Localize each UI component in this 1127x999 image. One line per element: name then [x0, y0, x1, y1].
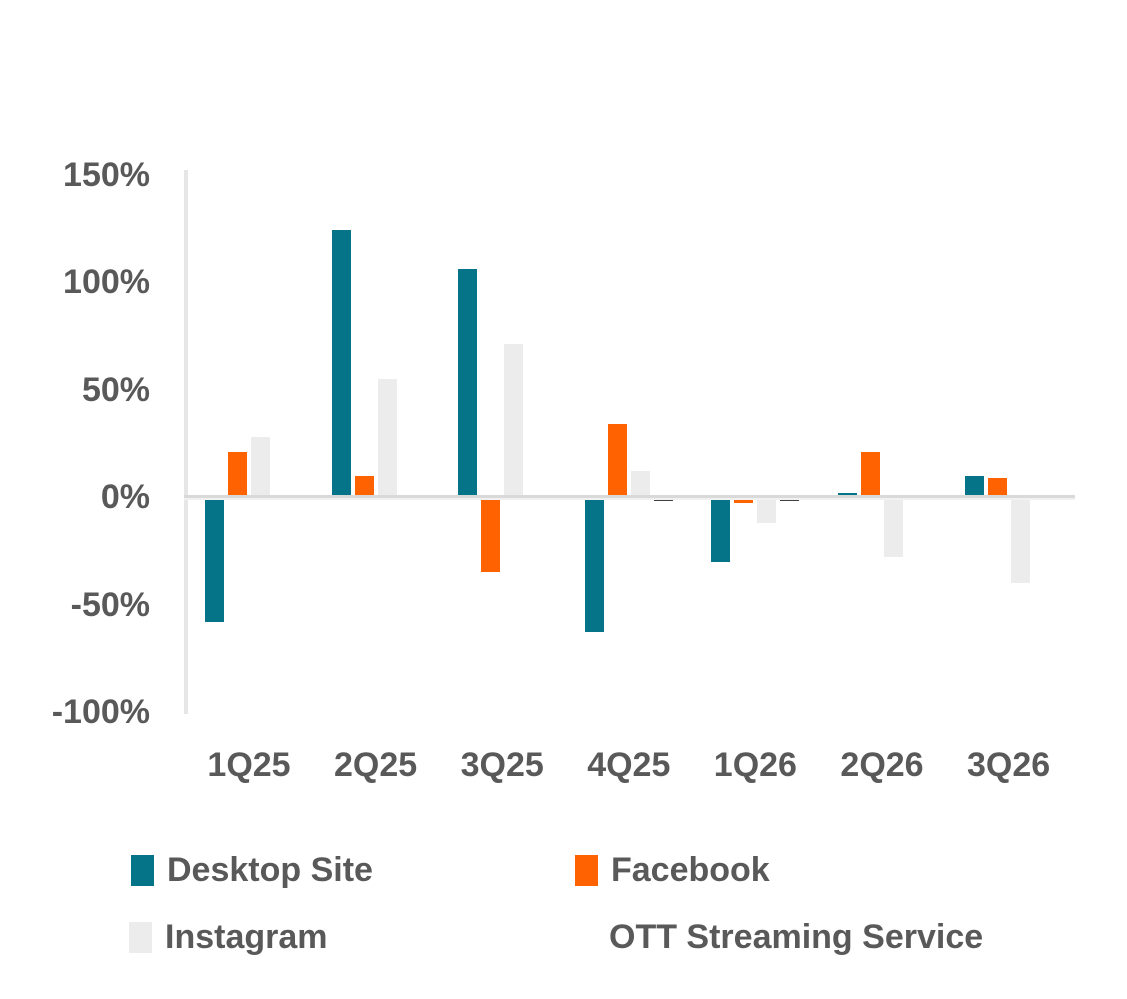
bar-instagram-1q25 — [251, 436, 270, 497]
bar-desktop-site-2q25 — [331, 230, 351, 497]
x-axis-label: 3Q26 — [967, 746, 1051, 784]
x-axis-zero-line-shadow — [184, 498, 1075, 500]
y-axis-label: -50% — [70, 585, 150, 624]
bar-instagram-3q26 — [1010, 497, 1030, 583]
bar-desktop-site-1q25 — [205, 497, 224, 622]
y-axis-label: 50% — [81, 370, 150, 409]
x-axis-label: 2Q26 — [840, 746, 924, 784]
bar-instagram-2q26 — [884, 497, 903, 558]
legend-swatch-instagram — [129, 921, 152, 953]
x-axis-label: 1Q25 — [207, 746, 291, 784]
bar-facebook-3q25 — [481, 497, 501, 573]
bar-facebook-1q25 — [228, 451, 247, 497]
legend-item-desktop-site: Desktop Site — [131, 852, 373, 888]
x-axis-label: 3Q25 — [460, 746, 544, 784]
bar-facebook-2q25 — [354, 475, 374, 497]
bar-facebook-4q25 — [607, 423, 627, 497]
y-axis-label: -100% — [51, 693, 150, 731]
y-axis-label: 100% — [63, 263, 150, 301]
bar-desktop-site-2q26 — [838, 492, 857, 497]
bar-facebook-2q26 — [861, 451, 880, 497]
y-axis-line — [184, 170, 188, 714]
bar-desktop-site-4q25 — [584, 497, 604, 633]
bar-desktop-site-3q25 — [458, 269, 478, 497]
x-axis-zero-line — [184, 495, 1075, 498]
bar-instagram-4q25 — [630, 471, 650, 497]
legend-label-ott-streaming-service: OTT Streaming Service — [609, 918, 984, 956]
bar-instagram-1q26 — [757, 497, 777, 523]
bar-instagram-2q25 — [377, 378, 397, 497]
x-axis-label: 2Q25 — [334, 746, 418, 784]
legend-swatch-facebook — [575, 854, 598, 886]
bar-instagram-3q25 — [504, 344, 524, 497]
x-axis-label: 1Q26 — [713, 746, 797, 784]
bar-facebook-3q26 — [987, 477, 1007, 497]
legend-label-instagram: Instagram — [165, 918, 328, 956]
bar-facebook-1q26 — [734, 497, 754, 504]
legend-item-ott-streaming-service: OTT Streaming Service — [573, 919, 983, 955]
legend-label-desktop-site: Desktop Site — [167, 851, 373, 889]
bar-desktop-site-1q26 — [711, 497, 731, 562]
bar-desktop-site-3q26 — [964, 475, 984, 497]
x-axis-label: 4Q25 — [587, 746, 671, 784]
legend-item-facebook: Facebook — [575, 852, 770, 888]
legend-swatch-ott-streaming-service — [573, 922, 596, 953]
legend-item-instagram: Instagram — [129, 919, 328, 955]
legend-swatch-desktop-site — [131, 854, 154, 886]
legend-label-facebook: Facebook — [611, 851, 770, 889]
y-axis-label: 0% — [100, 478, 150, 516]
y-axis-label: 150% — [63, 155, 150, 194]
